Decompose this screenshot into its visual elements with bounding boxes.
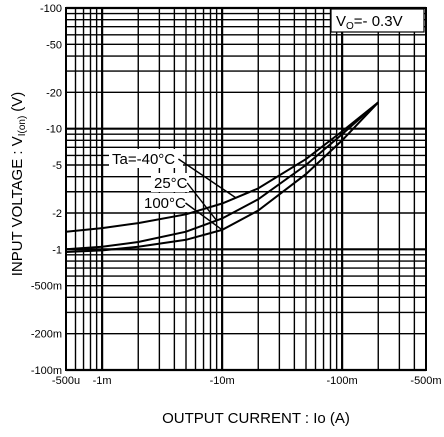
- x-tick-label: -1m: [93, 375, 112, 387]
- annotation-background: [141, 193, 188, 212]
- series-line-2: [65, 101, 379, 253]
- condition-label: VO=- 0.3V: [336, 13, 403, 32]
- x-tick-label: -500u: [52, 375, 80, 387]
- tick-labels: -500u -1m -10m -100m -500m -100 -50 -20 -10 -5 -2 -…: [31, 3, 442, 387]
- y-tick-label: -10: [46, 124, 62, 136]
- y-tick-label: -100m: [31, 365, 62, 377]
- annotation-background: [151, 173, 189, 192]
- y-axis-label-subscript: I(on): [17, 116, 28, 137]
- series-line-0: [65, 101, 379, 233]
- y-tick-label: -2: [52, 208, 62, 220]
- condition-subscript: O: [346, 21, 354, 32]
- series-label-2: 100°C: [144, 195, 186, 212]
- y-tick-label: -1: [52, 244, 62, 256]
- grid: [65, 6, 427, 372]
- y-axis-label-unit: (V): [9, 92, 26, 112]
- y-tick-label: -100: [40, 3, 62, 15]
- leader-line-2: [185, 202, 223, 231]
- x-tick-label: -100m: [327, 375, 358, 387]
- condition-prefix: V: [336, 13, 346, 30]
- x-tick-label: -10m: [210, 375, 235, 387]
- annotation-background: [109, 149, 183, 168]
- y-tick-label: -5: [52, 160, 62, 172]
- x-axis-label: OUTPUT CURRENT : Io (A): [162, 410, 350, 427]
- y-tick-label: -20: [46, 87, 62, 99]
- plot-frame: [65, 7, 427, 371]
- series-label-0: Ta=-40°C: [112, 151, 175, 168]
- y-axis-label-main: INPUT VOLTAGE : V: [9, 136, 26, 276]
- x-tick-label: -500m: [410, 375, 441, 387]
- condition-value: =- 0.3V: [354, 13, 403, 30]
- y-axis-label: INPUT VOLTAGE : VI(on) (V): [9, 92, 28, 277]
- series-line-1: [65, 101, 379, 251]
- y-tick-label: -500m: [31, 281, 62, 293]
- series-lines: [65, 101, 379, 253]
- condition-box-frame: [330, 8, 425, 33]
- y-tick-label: -50: [46, 39, 62, 51]
- leader-line-0: [178, 158, 237, 199]
- leader-line-1: [186, 182, 218, 221]
- series-label-1: 25°C: [154, 175, 188, 192]
- condition-box: VO=- 0.3V: [330, 8, 425, 33]
- y-tick-label: -200m: [31, 329, 62, 341]
- annotations: Ta=-40°C 25°C 100°C: [109, 149, 237, 231]
